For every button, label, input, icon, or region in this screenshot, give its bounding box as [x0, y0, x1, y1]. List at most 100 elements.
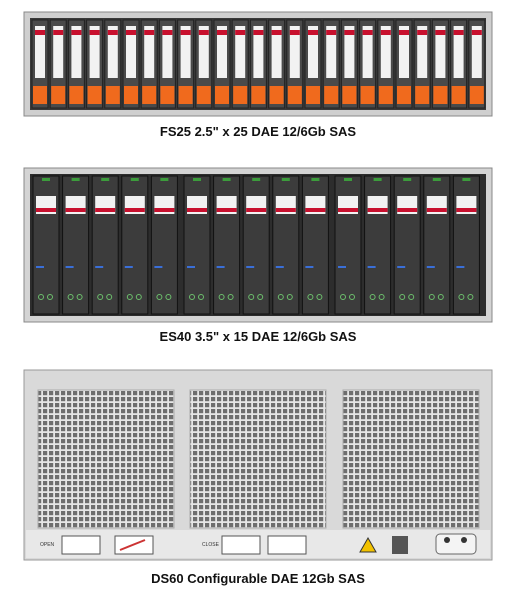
drive-handle	[51, 86, 66, 104]
drive-label	[380, 26, 391, 78]
drive-latch	[36, 266, 44, 268]
drive-light	[156, 294, 163, 300]
drive-handle	[215, 86, 229, 104]
close-label: CLOSE	[202, 542, 220, 548]
drive-label-stripe	[380, 30, 391, 35]
drive-light	[189, 294, 195, 300]
drive-handle	[124, 86, 138, 104]
drive-led	[252, 178, 261, 181]
open-label: OPEN	[40, 542, 55, 548]
ds60-enclosure: OPEN CLOSE	[23, 369, 493, 561]
drive-handle	[306, 86, 320, 104]
drive-label	[217, 26, 227, 78]
drive-light	[47, 294, 53, 300]
drive-label-stripe	[417, 30, 428, 35]
drive-handle	[360, 86, 375, 104]
drive-light	[257, 294, 264, 300]
drive-label-stripe	[124, 208, 145, 212]
drive-label	[308, 26, 318, 78]
drive-latch	[456, 266, 465, 268]
drive-label-stripe	[456, 208, 477, 212]
drive-label	[35, 26, 45, 78]
drive-label-stripe	[397, 208, 418, 212]
drive-handle	[105, 86, 120, 104]
drive-label	[399, 26, 409, 78]
drive-latch	[154, 266, 163, 268]
drive-label-stripe	[65, 208, 86, 212]
drive-label-stripe	[36, 208, 56, 212]
drive-light	[76, 294, 83, 300]
warning-icon	[359, 536, 377, 553]
drive-label	[289, 26, 300, 78]
drive-label-stripe	[235, 30, 246, 35]
drive-light	[218, 294, 225, 300]
drive-label-stripe	[162, 30, 173, 35]
drive-label-stripe	[289, 30, 300, 35]
drive-label	[144, 26, 155, 78]
drive-label-stripe	[344, 30, 355, 35]
drive-light	[307, 294, 314, 300]
drive-label-stripe	[367, 208, 388, 212]
drive-led	[403, 178, 412, 181]
drive-label-stripe	[275, 208, 296, 212]
es40-enclosure	[23, 167, 493, 323]
drive-label-stripe	[453, 30, 464, 35]
drive-label	[235, 26, 246, 78]
drive-light	[349, 294, 355, 300]
drive-label-stripe	[53, 30, 64, 35]
drive-handle	[469, 86, 484, 104]
drive-label-stripe	[308, 30, 318, 35]
drive-led	[311, 178, 320, 181]
drive-label-stripe	[362, 30, 373, 35]
drive-handle	[233, 86, 248, 104]
drive-label-stripe	[338, 208, 358, 212]
drive-led	[193, 178, 201, 181]
drive-light	[437, 294, 444, 300]
drive-led	[373, 178, 382, 181]
drive-led	[42, 178, 50, 181]
drive-label	[107, 26, 118, 78]
drive-handle	[69, 86, 84, 104]
grille	[342, 389, 480, 529]
drive-label-stripe	[71, 30, 82, 35]
drive-handle	[87, 86, 102, 104]
drive-handle	[342, 86, 357, 104]
drive-light	[399, 294, 406, 300]
drive-light	[67, 294, 74, 300]
drive-label-stripe	[435, 30, 446, 35]
drive-label	[362, 26, 373, 78]
drive-label-stripe	[180, 30, 191, 35]
drive-latch	[338, 266, 346, 268]
drive-latch	[426, 266, 435, 268]
caption: FS25 2.5" x 25 DAE 12/6Gb SAS	[160, 124, 357, 139]
drive-label-stripe	[326, 30, 337, 35]
latch-icon	[221, 535, 261, 555]
drive-label-stripe	[305, 208, 326, 212]
drive-label	[417, 26, 428, 78]
drive-label	[89, 26, 100, 78]
grille	[37, 389, 175, 529]
drive-latch	[216, 266, 225, 268]
drive-light	[126, 294, 133, 300]
drive-label-stripe	[126, 30, 136, 35]
drive-label-stripe	[399, 30, 409, 35]
drive-latch	[124, 266, 133, 268]
drive-handle	[451, 86, 466, 104]
drive-light	[38, 294, 44, 300]
fs25-enclosure	[23, 11, 493, 117]
drive-led	[432, 178, 441, 181]
handle-icon	[392, 536, 408, 554]
latch-icon	[267, 535, 307, 555]
drive-light	[428, 294, 435, 300]
drive-handle	[160, 86, 175, 104]
drive-label-stripe	[187, 208, 207, 212]
drive-latch	[246, 266, 255, 268]
drive-handle	[397, 86, 411, 104]
drive-label	[471, 26, 482, 78]
drive-handle	[269, 86, 284, 104]
drive-label-stripe	[198, 30, 209, 35]
drive-handle	[287, 86, 302, 104]
drive-handle	[415, 86, 430, 104]
drive-led	[462, 178, 471, 181]
drive-light	[165, 294, 172, 300]
